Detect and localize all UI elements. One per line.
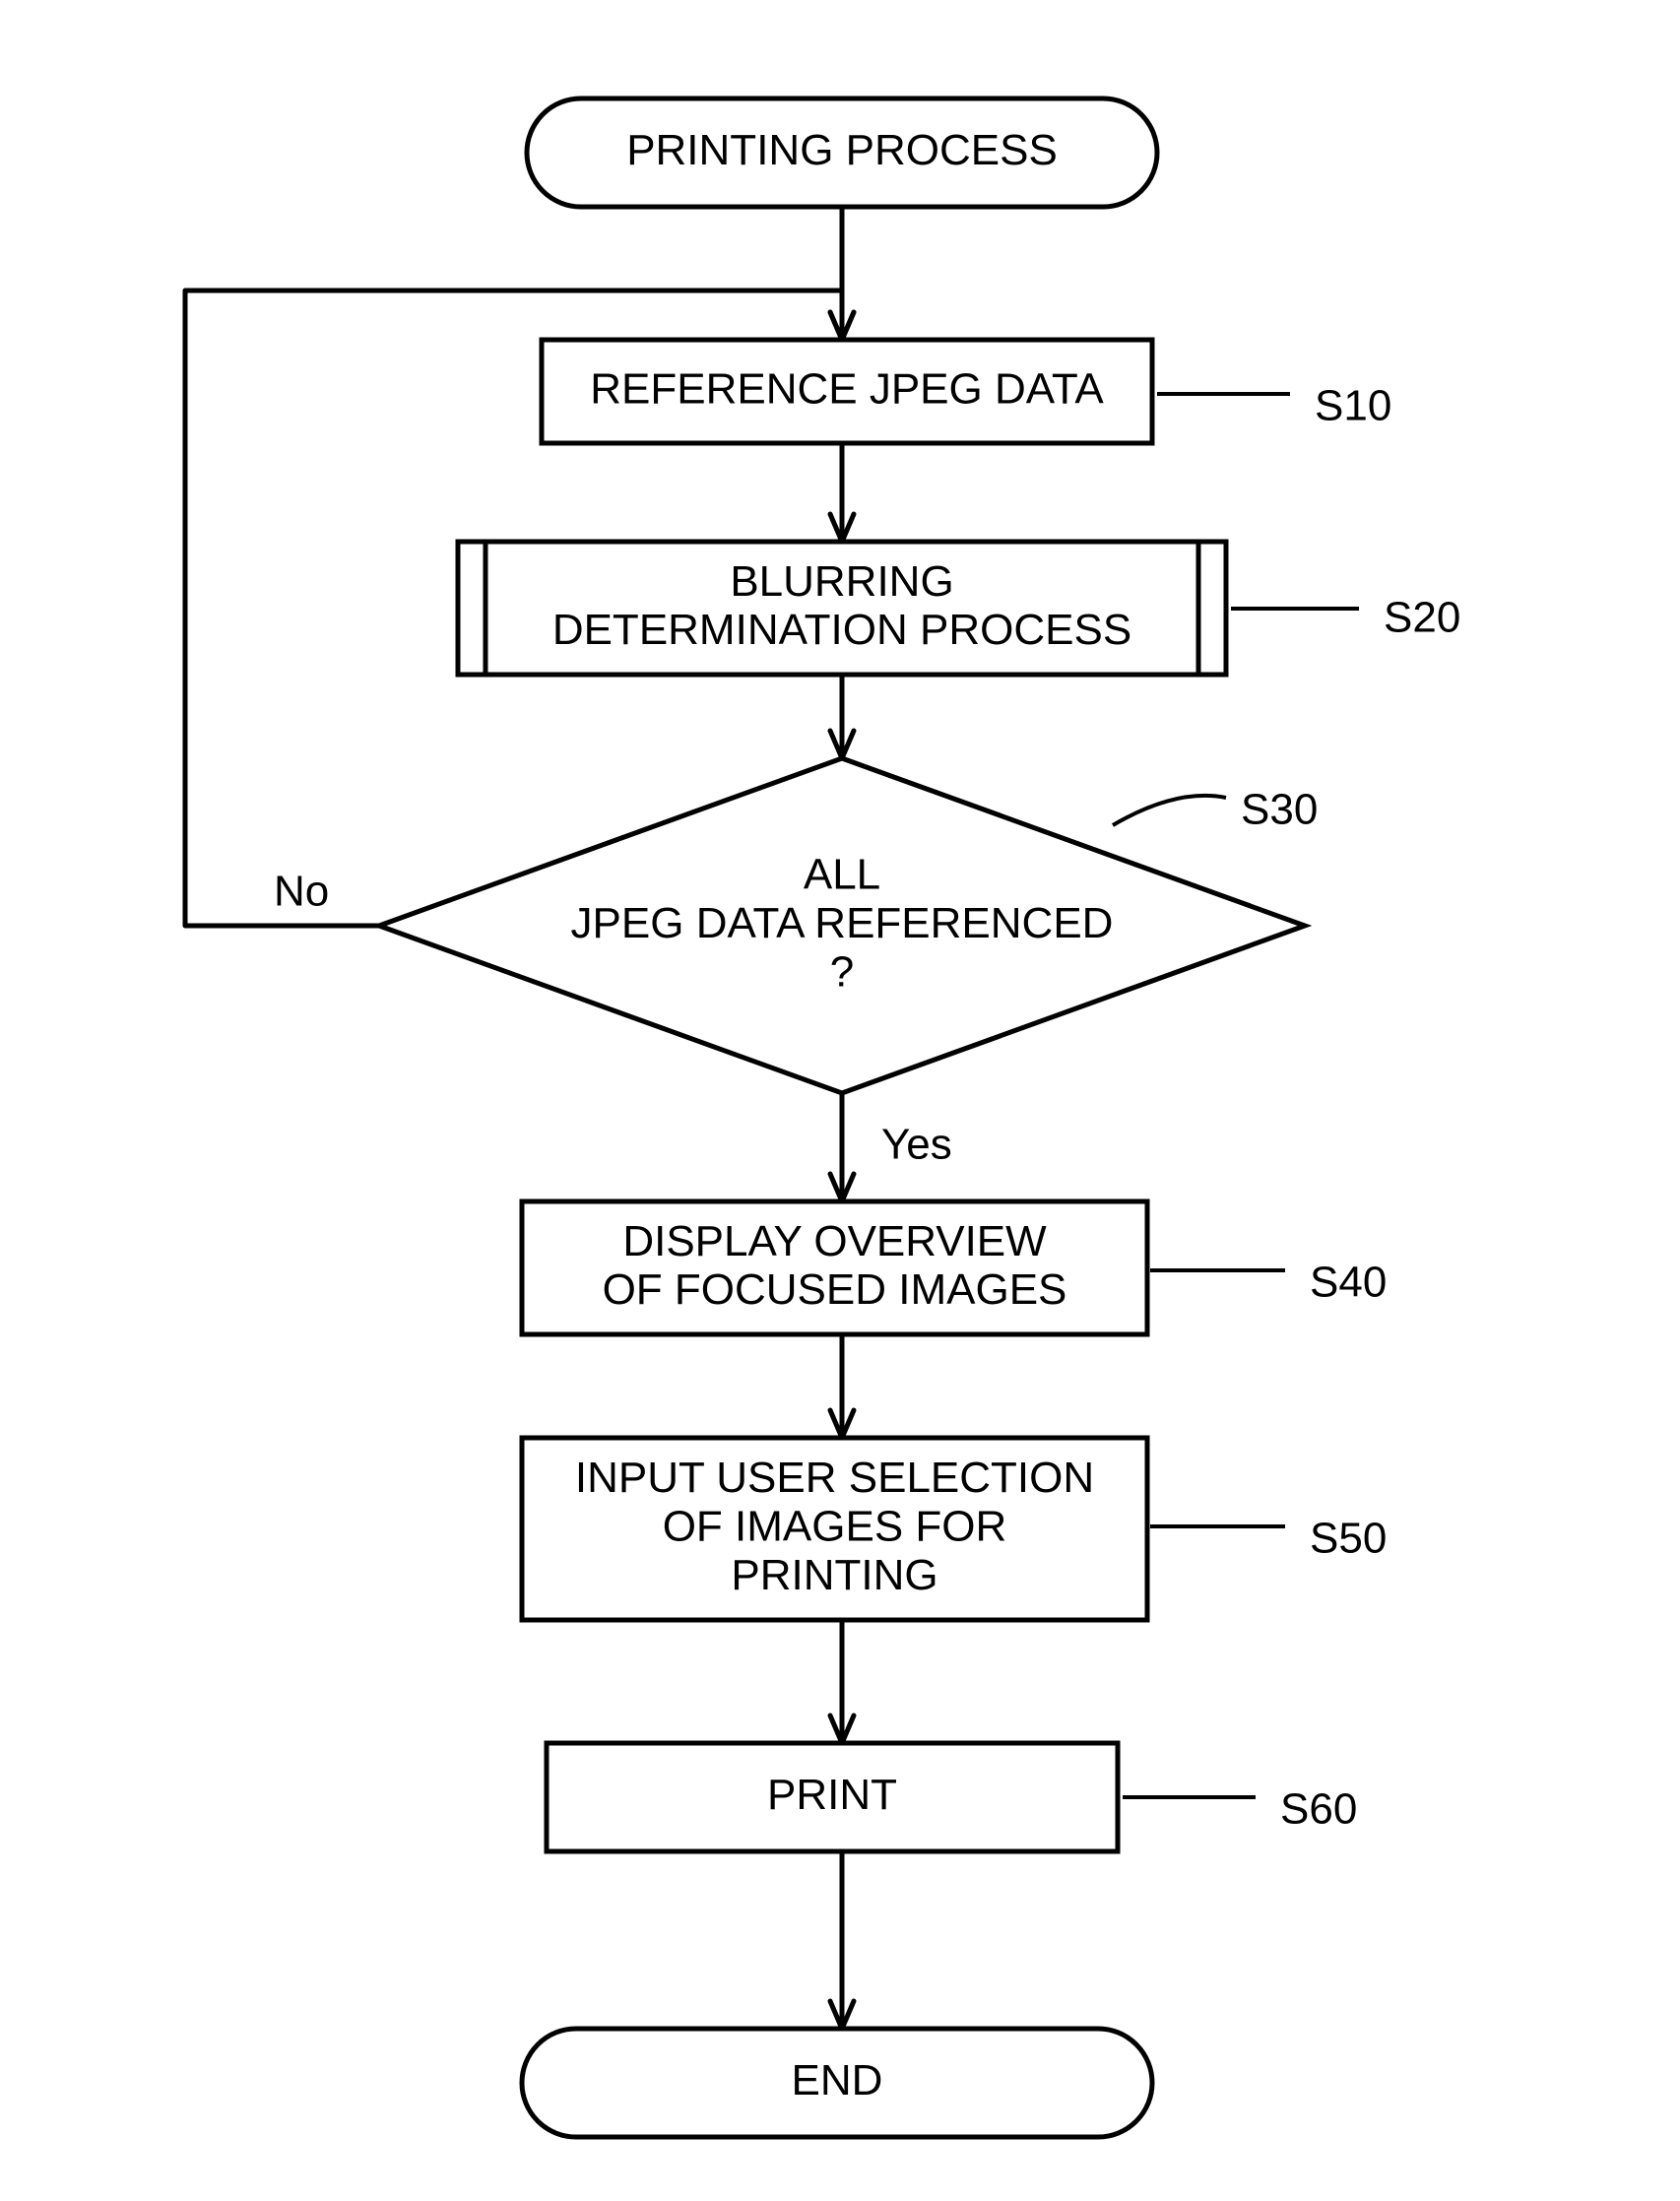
- step-label-s20: S20: [1384, 594, 1460, 642]
- terminator-end-text: END: [792, 2056, 883, 2104]
- step-label-s50: S50: [1310, 1515, 1387, 1563]
- process-s60-text: PRINT: [767, 1771, 897, 1819]
- label-connector-s30: [1113, 796, 1226, 825]
- process-s40-text: DISPLAY OVERVIEWOF FOCUSED IMAGES: [603, 1216, 1067, 1313]
- terminator-start-text: PRINTING PROCESS: [626, 126, 1058, 174]
- step-label-s60: S60: [1280, 1785, 1357, 1834]
- step-label-s10: S10: [1315, 382, 1391, 430]
- process-s10-text: REFERENCE JPEG DATA: [590, 364, 1104, 413]
- step-label-s40: S40: [1310, 1259, 1387, 1307]
- edge-label-no: No: [274, 868, 329, 916]
- edge-label-yes: Yes: [881, 1121, 952, 1169]
- step-label-s30: S30: [1241, 786, 1318, 834]
